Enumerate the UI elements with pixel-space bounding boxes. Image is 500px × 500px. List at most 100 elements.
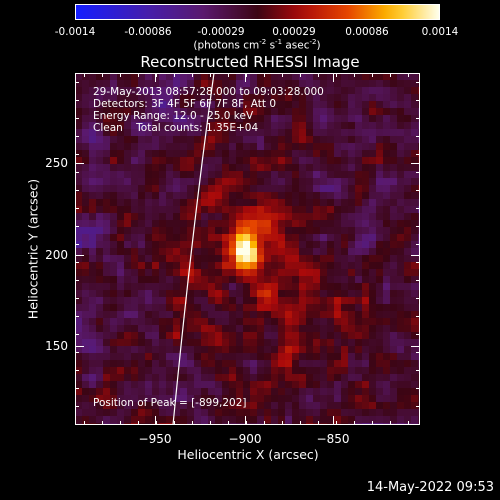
heatmap-cell: [285, 108, 293, 116]
heatmap-cell: [201, 360, 209, 368]
heatmap-cell: [376, 409, 384, 417]
heatmap-cell: [194, 185, 202, 193]
heatmap-cell: [327, 227, 335, 235]
heatmap-cell: [82, 339, 90, 347]
heatmap-cell: [369, 80, 377, 88]
heatmap-cell: [236, 227, 244, 235]
heatmap-cell: [397, 101, 405, 109]
heatmap-cell: [313, 164, 321, 172]
axis-tick: [156, 421, 157, 425]
heatmap-cell: [362, 416, 370, 424]
heatmap-cell: [299, 262, 307, 270]
heatmap-cell: [75, 332, 83, 340]
heatmap-cell: [250, 332, 258, 340]
heatmap-cell: [341, 423, 349, 425]
heatmap-cell: [404, 388, 412, 396]
heatmap-cell: [271, 122, 279, 130]
heatmap-cell: [117, 360, 125, 368]
heatmap-cell: [236, 276, 244, 284]
heatmap-cell: [180, 346, 188, 354]
heatmap-cell: [285, 171, 293, 179]
heatmap-cell: [271, 192, 279, 200]
heatmap-cell: [411, 206, 419, 214]
heatmap-cell: [411, 297, 419, 305]
heatmap-cell: [187, 157, 195, 165]
heatmap-cell: [124, 290, 132, 298]
heatmap-cell: [96, 241, 104, 249]
heatmap-cell: [222, 241, 230, 249]
heatmap-cell: [250, 276, 258, 284]
heatmap-cell: [243, 87, 251, 95]
heatmap-cell: [82, 122, 90, 130]
heatmap-cell: [243, 94, 251, 102]
heatmap-cell: [117, 353, 125, 361]
heatmap-cell: [145, 353, 153, 361]
heatmap-cell: [348, 241, 356, 249]
heatmap-cell: [369, 318, 377, 326]
heatmap-cell: [201, 276, 209, 284]
heatmap-cell: [320, 136, 328, 144]
heatmap-cell: [285, 311, 293, 319]
heatmap-cell: [103, 402, 111, 410]
heatmap-cell: [355, 234, 363, 242]
heatmap-cell: [236, 374, 244, 382]
heatmap-cell: [180, 332, 188, 340]
heatmap-cell: [208, 402, 216, 410]
heatmap-cell: [152, 192, 160, 200]
heatmap-cell: [138, 80, 146, 88]
heatmap-cell: [243, 325, 251, 333]
heatmap-cell: [250, 220, 258, 228]
heatmap-cell: [229, 185, 237, 193]
heatmap-cell: [271, 255, 279, 263]
heatmap-cell: [257, 87, 265, 95]
heatmap-cell: [124, 339, 132, 347]
heatmap-cell: [166, 143, 174, 151]
heatmap-cell: [348, 136, 356, 144]
heatmap-cell: [243, 304, 251, 312]
heatmap-cell: [348, 122, 356, 130]
heatmap-cell: [215, 87, 223, 95]
heatmap-cell: [117, 255, 125, 263]
heatmap-cell: [250, 157, 258, 165]
heatmap-cell: [306, 220, 314, 228]
heatmap-cell: [257, 178, 265, 186]
heatmap-cell: [208, 290, 216, 298]
heatmap-cell: [404, 402, 412, 410]
heatmap-cell: [390, 192, 398, 200]
heatmap-cell: [215, 353, 223, 361]
heatmap-cell: [152, 297, 160, 305]
heatmap-cell: [376, 122, 384, 130]
axis-tick: [210, 73, 211, 77]
heatmap-cell: [236, 129, 244, 137]
heatmap-cell: [89, 171, 97, 179]
heatmap-cell: [243, 360, 251, 368]
heatmap-cell: [166, 332, 174, 340]
heatmap-cell: [313, 297, 321, 305]
heatmap-cell: [208, 199, 216, 207]
heatmap-cell: [348, 374, 356, 382]
colorbar-tick-label: -0.00029: [197, 26, 245, 38]
heatmap-cell: [306, 192, 314, 200]
heatmap-cell: [208, 269, 216, 277]
heatmap-cell: [159, 150, 167, 158]
heatmap-cell: [236, 290, 244, 298]
heatmap-cell: [271, 227, 279, 235]
heatmap-cell: [320, 304, 328, 312]
heatmap-cell: [397, 213, 405, 221]
heatmap-cell: [404, 150, 412, 158]
heatmap-cell: [201, 122, 209, 130]
heatmap-cell: [362, 269, 370, 277]
heatmap-cell: [257, 311, 265, 319]
heatmap-cell: [173, 248, 181, 256]
heatmap-cell: [201, 325, 209, 333]
heatmap-cell: [390, 213, 398, 221]
heatmap-cell: [348, 178, 356, 186]
heatmap-cell: [299, 178, 307, 186]
heatmap-cell: [145, 374, 153, 382]
heatmap-cell: [243, 185, 251, 193]
heatmap-cell: [89, 164, 97, 172]
heatmap-cell: [131, 402, 139, 410]
heatmap-cell: [117, 199, 125, 207]
heatmap-cell: [145, 185, 153, 193]
heatmap-cell: [159, 339, 167, 347]
